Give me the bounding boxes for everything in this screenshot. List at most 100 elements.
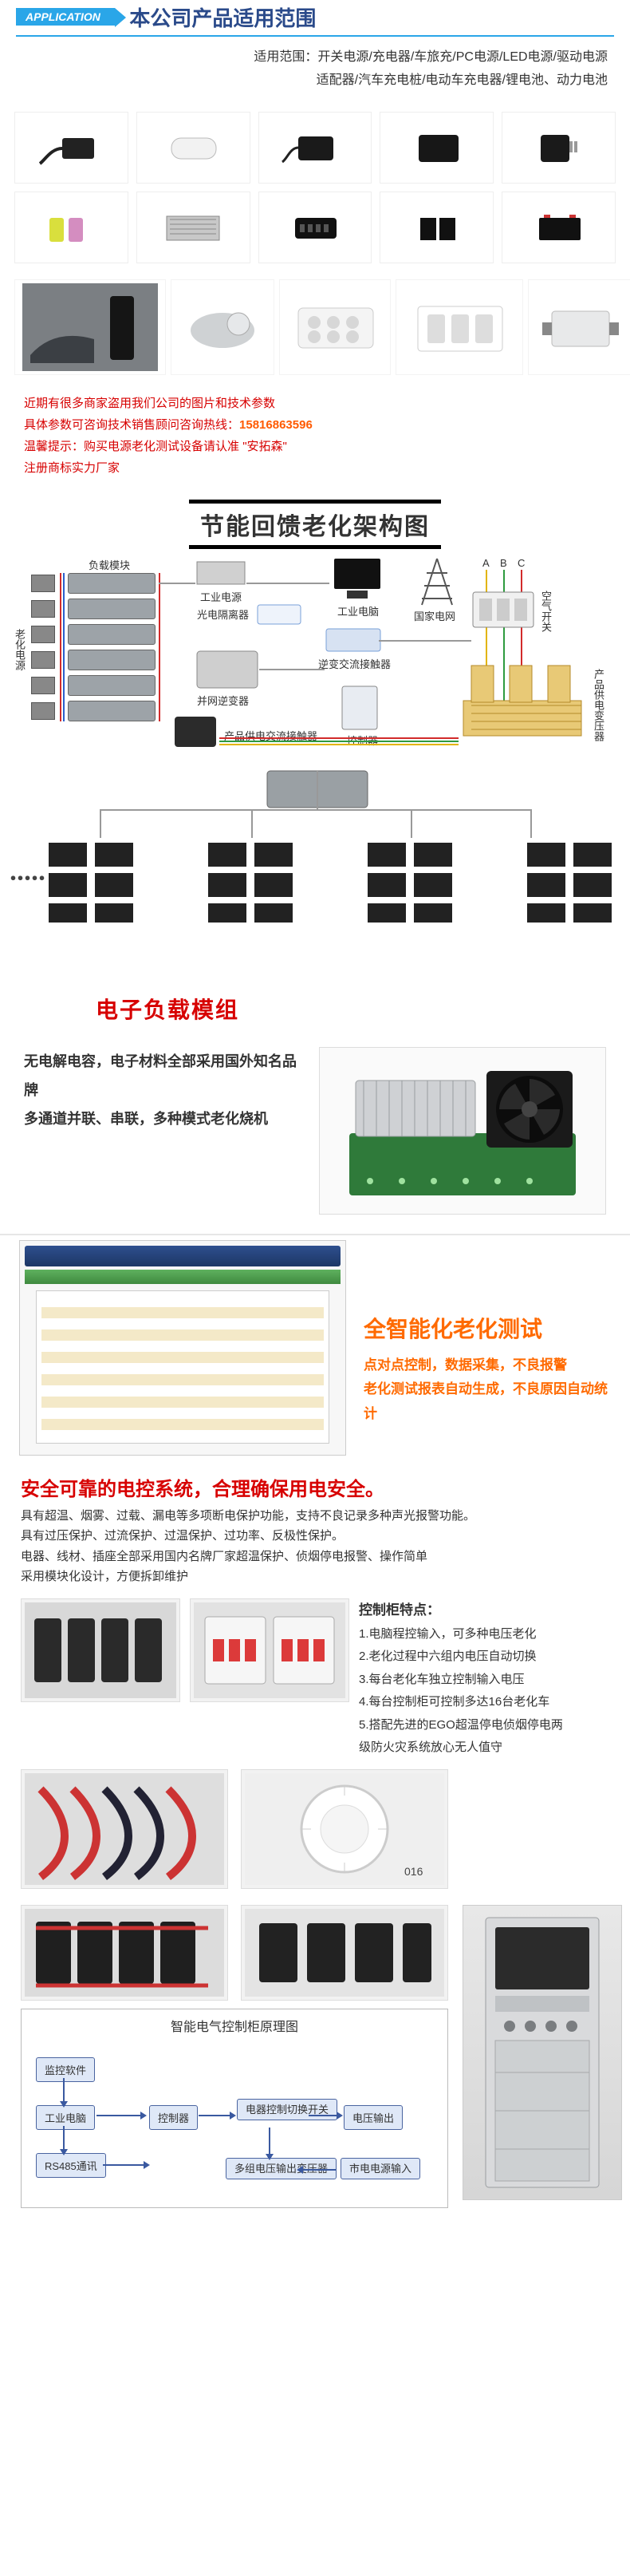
arch-module-group bbox=[44, 838, 156, 928]
arch-phase-b: B bbox=[500, 557, 507, 569]
arch-label-load: 负载模块 bbox=[89, 557, 130, 572]
smart-test-text: 全智能化老化测试 点对点控制，数据采集，不良报警 老化测试报表自动生成，不良原因… bbox=[364, 1240, 611, 1427]
product-powerbank-icon bbox=[136, 112, 250, 184]
arch-load-bar bbox=[68, 624, 156, 645]
arch-module-group bbox=[363, 838, 474, 928]
sch-arrow bbox=[269, 2128, 270, 2155]
arch-link-red bbox=[219, 737, 459, 739]
product-psu-icon bbox=[136, 192, 250, 263]
product-ev-charger-icon bbox=[14, 279, 166, 375]
safety-text: 具有超温、烟雾、过载、漏电等多项断电保护功能，支持不良记录多种声光报警功能。 具… bbox=[0, 1506, 630, 1594]
smart-line2: 老化测试报表自动生成，不良原因自动统计 bbox=[364, 1377, 611, 1426]
feature-item: 1.电脑程控输入，可多种电压老化 bbox=[359, 1623, 609, 1646]
arch-label-xfmr: 产品供电变压器 bbox=[591, 669, 606, 741]
product-adapter-icon bbox=[14, 112, 128, 184]
arch-link bbox=[379, 640, 471, 642]
schematic-title: 智能电气控制柜原理图 bbox=[171, 2016, 298, 2035]
sch-node-relay: 电器控制切换开关 bbox=[237, 2099, 337, 2121]
arch-module-icon bbox=[31, 651, 55, 669]
sch-node-ctrl: 控制器 bbox=[149, 2105, 198, 2130]
scope-label: 适用范围： bbox=[254, 50, 317, 64]
sch-node-vout: 电压输出 bbox=[344, 2105, 403, 2130]
architecture-header: 节能回馈老化架构图 bbox=[0, 500, 630, 549]
arch-label-pc: 工业电脑 bbox=[337, 603, 379, 618]
arch-phase-c: C bbox=[518, 557, 525, 569]
smart-title: 全智能化老化测试 bbox=[364, 1312, 611, 1344]
safety-grid-2: 016 bbox=[0, 1764, 630, 1897]
feature-item: 2.老化过程中六组内电压自动切换 bbox=[359, 1646, 609, 1669]
notice-line2-prefix: 具体参数可咨询技术销售顾问咨询热线： bbox=[24, 418, 239, 432]
arch-load-bar bbox=[68, 573, 156, 594]
arch-controller-icon bbox=[341, 685, 379, 731]
arch-industrial-ps-icon bbox=[195, 557, 246, 589]
notice-block: 近期有很多商家盗用我们公司的图片和技术参数 具体参数可咨询技术销售顾问咨询热线：… bbox=[0, 386, 630, 485]
feature-item: 3.每台老化车独立控制输入电压 bbox=[359, 1669, 609, 1692]
cabinet-features-list: 1.电脑程控输入，可多种电压老化 2.老化过程中六组内电压自动切换 3.每台老化… bbox=[359, 1623, 609, 1760]
arch-contactor-icon bbox=[171, 713, 219, 750]
sch-arrow bbox=[63, 2078, 65, 2102]
product-laptop-charger-icon bbox=[258, 112, 372, 184]
safety-photo-contactors2 bbox=[241, 1905, 448, 2001]
arch-grid-icon bbox=[417, 557, 457, 608]
arch-label-aging: 老化电源 bbox=[12, 629, 27, 670]
arch-drop bbox=[251, 809, 253, 838]
screenshot-table-rows bbox=[41, 1296, 324, 1438]
screenshot-body bbox=[36, 1290, 329, 1444]
load-line2: 多通道并联、串联，多种模式老化烧机 bbox=[24, 1104, 305, 1133]
product-sla-battery-icon bbox=[502, 192, 616, 263]
smart-line1: 点对点控制，数据采集，不良报警 bbox=[364, 1353, 611, 1378]
section-smart-test: 全智能化老化测试 点对点控制，数据采集，不良报警 老化测试报表自动生成，不良原因… bbox=[0, 1234, 630, 1460]
safety-grid: 控制柜特点： 1.电脑程控输入，可多种电压老化 2.老化过程中六组内电压自动切换… bbox=[0, 1594, 630, 1764]
arch-link-yellow bbox=[219, 744, 459, 745]
sch-arrow bbox=[63, 2126, 65, 2150]
arch-load-bar bbox=[68, 675, 156, 696]
safety-title: 安全可靠的电控系统，合理确保用电安全。 bbox=[0, 1460, 630, 1506]
application-badge: APPLICATION bbox=[16, 8, 115, 26]
product-car-charger-icon bbox=[171, 279, 274, 375]
arch-link-green bbox=[219, 741, 459, 742]
schematic-diagram: 智能电气控制柜原理图 监控软件 工业电脑 RS485通讯 控制器 电器控制切换开… bbox=[21, 2009, 448, 2208]
arch-load-bar bbox=[68, 599, 156, 619]
safety-photo-smoke-sensor: 016 bbox=[241, 1769, 448, 1889]
arch-label-ips: 工业电源 bbox=[200, 589, 242, 604]
section-schematic: 智能电气控制柜原理图 监控软件 工业电脑 RS485通讯 控制器 电器控制切换开… bbox=[0, 1897, 630, 2227]
cabinet-photo bbox=[463, 1905, 622, 2200]
product-usb-hub-icon bbox=[258, 192, 372, 263]
product-power-strip-icon bbox=[279, 279, 391, 375]
arch-inverter-icon bbox=[195, 650, 259, 691]
safety-photo-wiring2 bbox=[21, 1905, 228, 2001]
notice-line2: 具体参数可咨询技术销售顾问咨询热线：15816863596 bbox=[24, 414, 606, 436]
application-title: 本公司产品适用范围 bbox=[129, 2, 316, 32]
load-line1: 无电解电容，电子材料全部采用国外知名品牌 bbox=[24, 1047, 305, 1104]
product-grid-large bbox=[0, 275, 630, 386]
product-grid-top bbox=[0, 101, 630, 275]
arch-bus-red bbox=[60, 573, 61, 721]
architecture-diagram: 负载模块 老化电源 工业电源 光电隔离器 并网逆变器 产品供电交流接触器 工业电… bbox=[12, 557, 618, 988]
arch-module-group bbox=[522, 838, 630, 928]
arch-inv-contactor-icon bbox=[325, 627, 382, 654]
sch-arrow bbox=[103, 2164, 144, 2166]
arch-module-icon bbox=[31, 600, 55, 618]
sch-node-rs485: RS485通讯 bbox=[36, 2153, 106, 2178]
feature-item: 4.每台控制柜可控制多达16台老化车 bbox=[359, 1691, 609, 1714]
product-led-driver-icon bbox=[528, 279, 630, 375]
arch-label-inverter: 并网逆变器 bbox=[197, 693, 249, 708]
load-module-title: 电子负载模组 bbox=[96, 993, 630, 1025]
arch-module-icon bbox=[31, 677, 55, 694]
arch-label-invc: 逆变交流接触器 bbox=[318, 656, 391, 671]
arch-module-icon bbox=[31, 626, 55, 643]
software-screenshot bbox=[19, 1240, 346, 1456]
sch-node-sw: 监控软件 bbox=[36, 2057, 95, 2082]
sch-arrow bbox=[199, 2115, 230, 2116]
arch-module-group bbox=[203, 838, 315, 928]
section-load-module: 无电解电容，电子材料全部采用国外知名品牌 多通道并联、串联，多种模式老化烧机 bbox=[0, 1039, 630, 1234]
arch-modules-row: ••••• ••••• bbox=[44, 838, 630, 928]
cabinet-features: 控制柜特点： 1.电脑程控输入，可多种电压老化 2.老化过程中六组内电压自动切换… bbox=[359, 1598, 609, 1760]
notice-brand: "安拓森" bbox=[242, 440, 287, 453]
sch-arrow bbox=[309, 2115, 337, 2116]
arch-link bbox=[246, 583, 329, 584]
arch-label-opto: 光电隔离器 bbox=[197, 606, 249, 622]
arch-bus-blue bbox=[63, 573, 65, 721]
arch-opto-icon bbox=[256, 603, 302, 627]
arch-bus-red2 bbox=[159, 573, 160, 721]
